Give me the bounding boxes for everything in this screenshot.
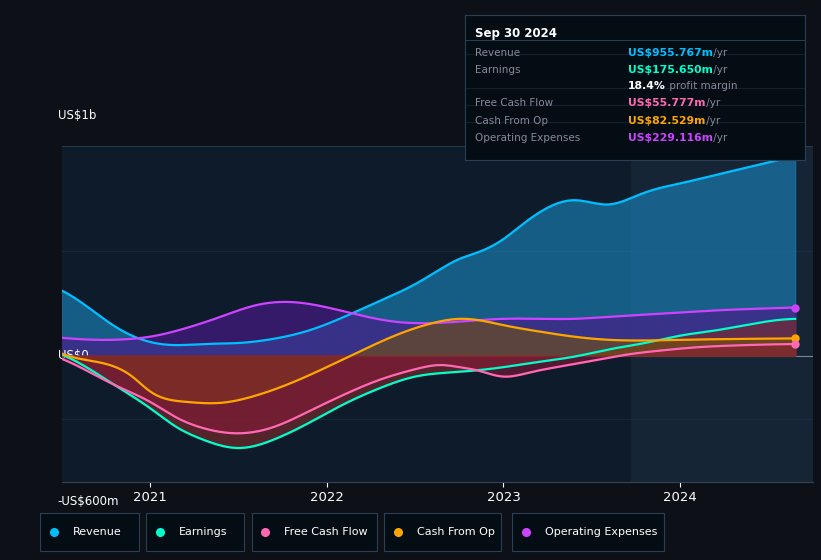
FancyBboxPatch shape bbox=[40, 514, 139, 550]
Text: Operating Expenses: Operating Expenses bbox=[545, 527, 658, 537]
Text: /yr: /yr bbox=[710, 48, 727, 58]
Text: US$55.777m: US$55.777m bbox=[628, 99, 706, 109]
Text: US$0: US$0 bbox=[57, 349, 89, 362]
Text: /yr: /yr bbox=[703, 99, 720, 109]
Text: profit margin: profit margin bbox=[666, 81, 737, 91]
Text: US$1b: US$1b bbox=[57, 109, 96, 122]
Text: US$955.767m: US$955.767m bbox=[628, 48, 713, 58]
Text: Revenue: Revenue bbox=[475, 48, 521, 58]
Text: Cash From Op: Cash From Op bbox=[475, 116, 548, 126]
Text: /yr: /yr bbox=[710, 133, 727, 143]
Text: Cash From Op: Cash From Op bbox=[416, 527, 494, 537]
FancyBboxPatch shape bbox=[146, 514, 245, 550]
Text: 18.4%: 18.4% bbox=[628, 81, 666, 91]
Text: Revenue: Revenue bbox=[73, 527, 122, 537]
Text: /yr: /yr bbox=[703, 116, 720, 126]
FancyBboxPatch shape bbox=[252, 514, 377, 550]
Text: US$229.116m: US$229.116m bbox=[628, 133, 713, 143]
Text: Earnings: Earnings bbox=[475, 65, 521, 75]
Text: US$175.650m: US$175.650m bbox=[628, 65, 713, 75]
FancyBboxPatch shape bbox=[384, 514, 501, 550]
Text: Operating Expenses: Operating Expenses bbox=[475, 133, 580, 143]
Text: /yr: /yr bbox=[710, 65, 727, 75]
Text: Free Cash Flow: Free Cash Flow bbox=[475, 99, 553, 109]
Text: US$82.529m: US$82.529m bbox=[628, 116, 705, 126]
Bar bbox=[631, 146, 813, 482]
Text: -US$600m: -US$600m bbox=[57, 495, 119, 508]
Text: Sep 30 2024: Sep 30 2024 bbox=[475, 27, 557, 40]
FancyBboxPatch shape bbox=[512, 514, 663, 550]
Text: Earnings: Earnings bbox=[179, 527, 227, 537]
Text: Free Cash Flow: Free Cash Flow bbox=[284, 527, 368, 537]
